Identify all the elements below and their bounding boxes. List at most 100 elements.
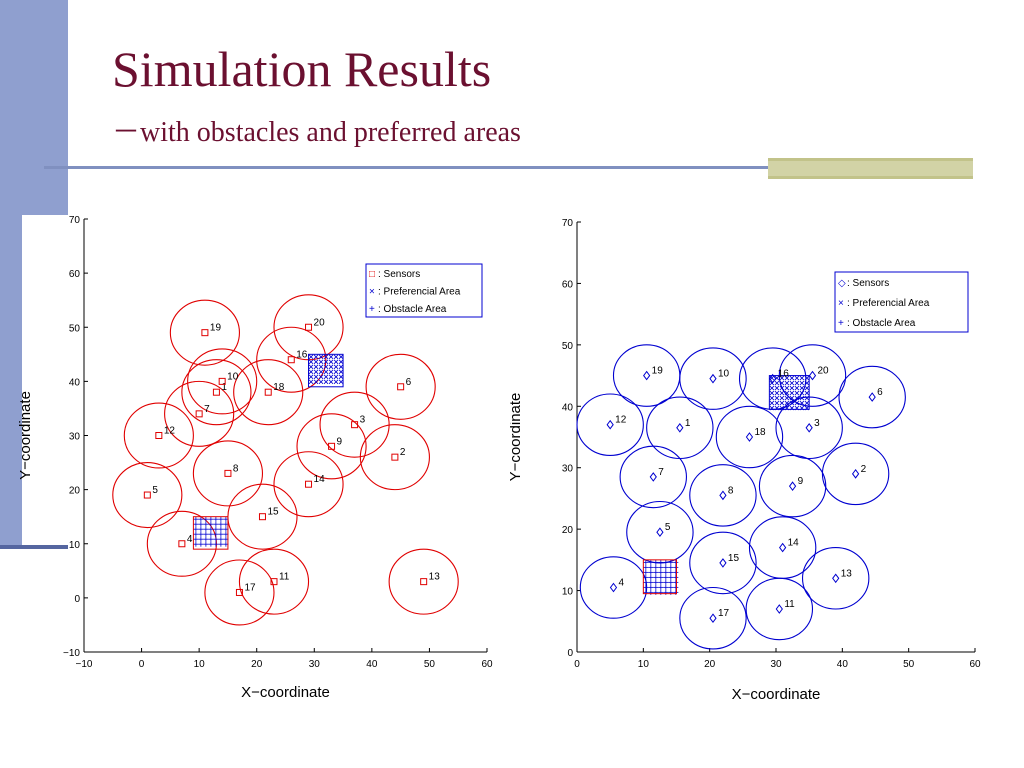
chart0-sensing-range-6 bbox=[365, 353, 436, 420]
chart0-sensing-range-12 bbox=[123, 402, 194, 469]
chart0-sensor-label-19: 19 bbox=[210, 323, 222, 334]
chart0-sensing-range-19 bbox=[169, 299, 240, 366]
chart1-y-tick-label: 0 bbox=[567, 648, 573, 659]
chart1-sensing-range-15 bbox=[689, 531, 757, 595]
chart0-x-axis-label: X−coordinate bbox=[241, 684, 330, 701]
chart0-sensing-range-10 bbox=[187, 348, 258, 415]
chart1-sensor-label-11: 11 bbox=[784, 599, 795, 610]
chart1-x-tick-label: 10 bbox=[638, 659, 650, 670]
chart1-sensor-label-4: 4 bbox=[618, 578, 624, 589]
chart0-sensor-label-7: 7 bbox=[204, 404, 210, 415]
chart0-sensor-17 bbox=[235, 588, 243, 596]
chart1-sensing-range-5 bbox=[626, 500, 694, 564]
chart0-x-tick-label: −10 bbox=[76, 659, 93, 670]
chart0-preferred-area bbox=[308, 353, 344, 388]
chart0-sensor-14 bbox=[305, 480, 313, 488]
chart1-legend-symbol: + bbox=[838, 318, 844, 329]
chart1-x-axis-label: X−coordinate bbox=[732, 686, 821, 703]
chart1-sensing-range-17 bbox=[679, 586, 747, 650]
chart1-sensor-label-13: 13 bbox=[841, 568, 853, 579]
chart0-y-tick-label: 70 bbox=[69, 215, 81, 226]
chart0-sensor-label-10: 10 bbox=[227, 371, 239, 382]
sidebar-accent-lower bbox=[0, 215, 22, 548]
chart1-sensor-label-1: 1 bbox=[685, 418, 691, 429]
chart0-sensor-label-2: 2 bbox=[400, 447, 406, 458]
subtitle-dash: － bbox=[112, 115, 141, 148]
chart0-sensor-label-13: 13 bbox=[429, 572, 441, 583]
chart0-sensor-label-15: 15 bbox=[267, 507, 279, 518]
chart0-sensor-label-4: 4 bbox=[187, 534, 193, 545]
chart1-sensor-9 bbox=[788, 481, 797, 491]
chart1-sensor-4 bbox=[609, 582, 618, 593]
chart0-x-tick-label: 20 bbox=[251, 659, 263, 670]
chart0-y-tick-label: −10 bbox=[63, 648, 80, 659]
chart0-sensing-range-9 bbox=[296, 413, 367, 480]
chart1-sensor-label-14: 14 bbox=[788, 538, 800, 549]
chart1-y-tick-label: 40 bbox=[562, 402, 574, 413]
chart0-sensing-range-4 bbox=[146, 510, 217, 577]
chart0-sensing-range-13 bbox=[388, 548, 459, 615]
chart1-y-axis-label: Y−coordinate bbox=[510, 393, 524, 482]
chart1-sensor-label-8: 8 bbox=[728, 485, 734, 496]
chart0-y-tick-label: 50 bbox=[69, 323, 81, 334]
chart0-sensor-13 bbox=[420, 578, 428, 586]
chart1-sensor-18 bbox=[745, 432, 754, 442]
chart1-legend-label: : Preferencial Area bbox=[847, 298, 930, 309]
subtitle-text: with obstacles and preferred areas bbox=[140, 117, 521, 148]
chart1-x-tick-label: 50 bbox=[903, 659, 915, 670]
chart1-sensor-6 bbox=[868, 392, 876, 402]
chart0-legend-label: : Sensors bbox=[378, 269, 420, 280]
chart0-sensor-8 bbox=[224, 469, 232, 477]
chart1-sensor-label-12: 12 bbox=[615, 415, 627, 426]
chart0-sensing-range-20 bbox=[273, 294, 344, 361]
chart1-sensor-5 bbox=[656, 527, 664, 538]
chart0-sensor-18 bbox=[264, 388, 272, 396]
chart0-x-tick-label: 60 bbox=[481, 659, 493, 670]
chart0-sensor-5 bbox=[143, 491, 151, 499]
chart1-sensing-range-14 bbox=[748, 516, 817, 579]
chart1-sensor-label-15: 15 bbox=[728, 553, 740, 564]
chart0-sensor-label-11: 11 bbox=[279, 572, 290, 583]
chart0-legend-symbol: × bbox=[369, 287, 375, 298]
chart0-obstacle-area bbox=[192, 516, 229, 550]
chart1-x-tick-label: 20 bbox=[704, 659, 716, 670]
slide-title: Simulation Results bbox=[112, 41, 492, 97]
chart1-y-tick-label: 70 bbox=[562, 218, 574, 229]
chart0-sensor-label-17: 17 bbox=[244, 582, 256, 593]
chart0-sensing-range-5 bbox=[112, 462, 183, 529]
chart0-y-tick-label: 30 bbox=[69, 432, 81, 443]
chart1-sensor-8 bbox=[719, 490, 727, 501]
chart0-sensor-1 bbox=[212, 388, 220, 396]
chart0-legend-symbol: □ bbox=[369, 269, 375, 280]
chart1-sensing-range-9 bbox=[758, 454, 827, 518]
chart0-sensor-15 bbox=[258, 513, 266, 521]
chart1-legend-symbol: ◇ bbox=[838, 278, 846, 289]
chart0-x-tick-label: 30 bbox=[309, 659, 321, 670]
chart0-sensing-range-18 bbox=[233, 359, 304, 426]
chart0-sensor-label-20: 20 bbox=[314, 317, 326, 328]
chart1-sensor-label-7: 7 bbox=[658, 467, 664, 478]
slide-subtitle: －with obstacles and preferred areas bbox=[112, 118, 521, 147]
chart1-sensor-12 bbox=[606, 419, 614, 430]
chart0-sensing-range-3 bbox=[319, 391, 390, 458]
chart1-sensor-20 bbox=[808, 370, 817, 381]
chart1-sensing-range-12 bbox=[576, 393, 644, 456]
chart1-y-tick-label: 20 bbox=[562, 525, 574, 536]
chart1-sensor-label-20: 20 bbox=[817, 366, 829, 377]
chart0-sensing-range-16 bbox=[256, 326, 327, 393]
chart0-sensor-19 bbox=[201, 329, 209, 337]
chart0-sensing-range-11 bbox=[238, 548, 310, 615]
chart0-sensor-label-12: 12 bbox=[164, 426, 176, 437]
chart1-sensing-range-1 bbox=[646, 396, 714, 460]
chart1-sensor-15 bbox=[719, 558, 727, 568]
chart1-sensing-range-8 bbox=[689, 464, 757, 527]
chart1-y-tick-label: 50 bbox=[562, 341, 574, 352]
chart0-legend-label: : Preferencial Area bbox=[378, 287, 461, 298]
chart1-sensing-range-6 bbox=[838, 365, 906, 429]
chart1-sensor-label-9: 9 bbox=[798, 476, 804, 487]
chart1-legend-box bbox=[834, 271, 969, 333]
chart1-y-tick-label: 30 bbox=[562, 464, 574, 475]
chart1-x-tick-label: 0 bbox=[574, 659, 580, 670]
chart1-sensor-label-17: 17 bbox=[718, 608, 730, 619]
chart0-x-tick-label: 10 bbox=[194, 659, 206, 670]
